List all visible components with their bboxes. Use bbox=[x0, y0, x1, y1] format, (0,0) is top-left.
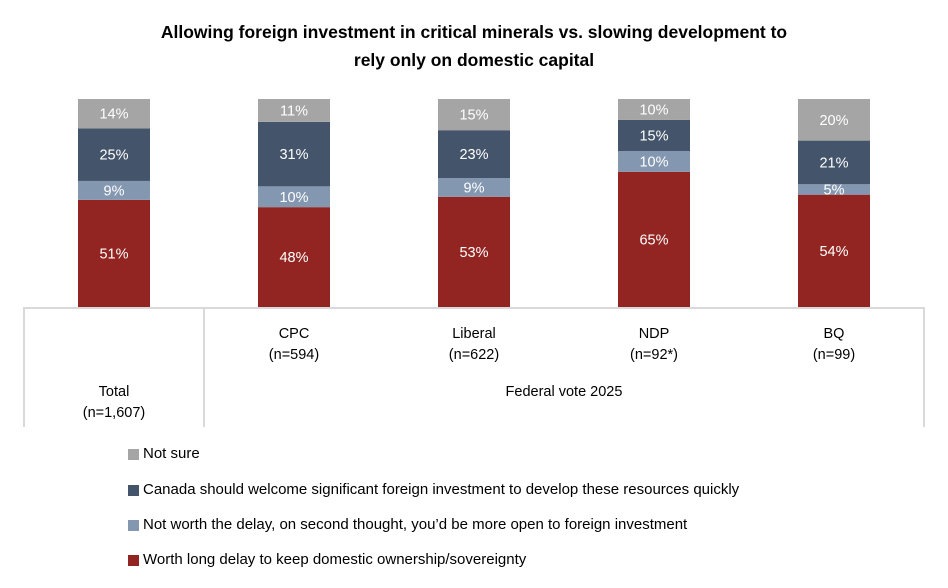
table-right-border bbox=[923, 307, 925, 427]
data-label-ndp-0: 65% bbox=[639, 232, 668, 248]
bar-segment-ndp-worth-long-delay-to-keep-domes bbox=[618, 171, 690, 307]
category-sample-size: (n=92*) bbox=[630, 347, 678, 363]
data-label-cpc-2: 31% bbox=[279, 147, 308, 163]
legend-swatch-icon bbox=[128, 520, 139, 531]
bar-segment-liberal-canada-should-welcome-signific bbox=[438, 130, 510, 179]
bar-segment-bq-not-worth-the-delay-on-second- bbox=[798, 184, 870, 195]
category-label-liberal: Liberal (n=622) bbox=[394, 324, 554, 366]
category-sample-size: (n=1,607) bbox=[82, 405, 146, 421]
bar-segment-total-not-worth-the-delay-on-second- bbox=[78, 180, 150, 200]
data-label-bq-2: 21% bbox=[819, 155, 848, 171]
category-sample-size: (n=622) bbox=[448, 347, 500, 363]
legend-swatch-icon bbox=[128, 555, 139, 566]
bar-segment-ndp-canada-should-welcome-signific bbox=[618, 119, 690, 151]
bar-segment-liberal-not-worth-the-delay-on-second- bbox=[438, 178, 510, 197]
data-label-ndp-2: 15% bbox=[639, 128, 668, 144]
table-left-border bbox=[23, 307, 25, 427]
category-label-bq: BQ (n=99) bbox=[754, 324, 914, 366]
category-label-cpc: CPC (n=594) bbox=[214, 324, 374, 366]
bar-segment-ndp-not-worth-the-delay-on-second- bbox=[618, 151, 690, 172]
data-label-bq-0: 54% bbox=[819, 244, 848, 260]
legend-label: Canada should welcome significant foreig… bbox=[143, 481, 740, 498]
data-label-cpc-0: 48% bbox=[279, 250, 308, 266]
data-label-cpc-1: 10% bbox=[279, 190, 308, 206]
bar-segment-liberal-worth-long-delay-to-keep-domes bbox=[438, 196, 510, 307]
bar-segment-cpc-not-sure bbox=[258, 99, 330, 122]
bar-segment-total-worth-long-delay-to-keep-domes bbox=[78, 199, 150, 307]
data-label-liberal-1: 9% bbox=[464, 180, 485, 196]
bar-segment-total-not-sure bbox=[78, 99, 150, 129]
bar-segment-cpc-not-worth-the-delay-on-second- bbox=[258, 186, 330, 208]
data-label-liberal-0: 53% bbox=[459, 245, 488, 261]
data-label-cpc-3: 11% bbox=[280, 103, 308, 119]
data-label-ndp-3: 10% bbox=[639, 102, 668, 118]
legend-swatch-icon bbox=[128, 449, 139, 460]
data-label-ndp-1: 10% bbox=[639, 154, 668, 170]
category-label-ndp: NDP (n=92*) bbox=[574, 324, 734, 366]
data-label-total-0: 51% bbox=[99, 246, 128, 262]
bar-segment-total-canada-should-welcome-signific bbox=[78, 128, 150, 181]
category-sample-size: (n=594) bbox=[268, 347, 320, 363]
table-divider bbox=[203, 307, 205, 427]
legend-label: Worth long delay to keep domestic owners… bbox=[143, 551, 527, 568]
bar-segment-bq-not-sure bbox=[798, 99, 870, 141]
data-label-total-1: 9% bbox=[104, 183, 125, 199]
data-label-total-2: 25% bbox=[99, 148, 128, 164]
category-name: CPC bbox=[278, 326, 310, 342]
data-label-liberal-2: 23% bbox=[459, 147, 488, 163]
axis-baseline bbox=[24, 307, 925, 309]
category-name: Liberal bbox=[452, 326, 496, 342]
chart-title-line-2: rely only on domestic capital bbox=[353, 50, 595, 70]
category-sample-size: (n=99) bbox=[812, 347, 856, 363]
legend-label: Not sure bbox=[143, 445, 200, 462]
category-label-total: Total (n=1,607) bbox=[34, 382, 194, 424]
data-label-bq-1: 5% bbox=[824, 182, 845, 198]
chart-title: Allowing foreign investment in critical … bbox=[0, 18, 948, 74]
bar-segment-ndp-not-sure bbox=[618, 99, 690, 120]
data-label-liberal-3: 15% bbox=[459, 108, 488, 124]
data-label-total-3: 14% bbox=[99, 107, 128, 123]
category-name: BQ bbox=[823, 326, 845, 342]
bar-segment-liberal-not-sure bbox=[438, 99, 510, 131]
legend-swatch-icon bbox=[128, 485, 139, 496]
bar-segment-cpc-worth-long-delay-to-keep-domes bbox=[258, 207, 330, 307]
category-name: Total bbox=[98, 384, 130, 400]
bar-segment-bq-canada-should-welcome-signific bbox=[798, 140, 870, 185]
bar-segment-cpc-canada-should-welcome-signific bbox=[258, 121, 330, 187]
chart-title-line-1: Allowing foreign investment in critical … bbox=[160, 22, 788, 42]
group-label-federal-vote: Federal vote 2025 bbox=[505, 384, 623, 400]
legend-label: Not worth the delay, on second thought, … bbox=[143, 516, 688, 533]
bar-segment-bq-worth-long-delay-to-keep-domes bbox=[798, 194, 870, 307]
data-label-bq-3: 20% bbox=[819, 113, 848, 129]
category-name: NDP bbox=[638, 326, 670, 342]
